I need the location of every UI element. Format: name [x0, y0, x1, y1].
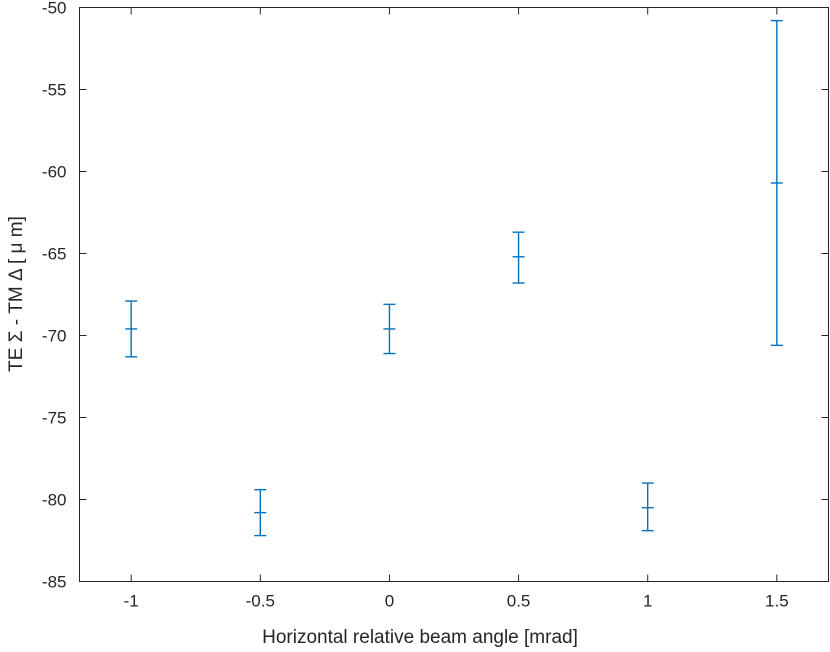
axes-box: [79, 7, 829, 582]
x-tick-label: -1: [124, 592, 139, 611]
y-axis-ticks: -85 -80 -75 -70 -65 -60 -55 -50: [42, 0, 829, 592]
errorbar-point: [125, 300, 138, 358]
errorbar-point: [512, 231, 525, 284]
y-tick-label: -80: [42, 491, 67, 510]
y-tick-label: -75: [42, 409, 67, 428]
x-tick-label: 1: [643, 592, 652, 611]
y-axis-label: TE Σ - TM Δ [ μ m]: [6, 216, 27, 372]
errorbar-point: [770, 19, 783, 347]
plot-area: [79, 7, 829, 582]
y-tick-label: -70: [42, 327, 67, 346]
series-errorbars: [125, 19, 783, 537]
errorbar-point: [383, 303, 396, 355]
x-axis-label: Horizontal relative beam angle [mrad]: [262, 627, 578, 648]
x-tick-label: 0.5: [507, 592, 531, 611]
errorbar-point: [254, 488, 267, 537]
x-tick-label: -0.5: [246, 592, 275, 611]
y-tick-label: -85: [42, 573, 67, 592]
y-tick-label: -60: [42, 163, 67, 182]
x-tick-label: 0: [385, 592, 394, 611]
y-tick-label: -50: [42, 0, 67, 18]
y-tick-label: -65: [42, 245, 67, 264]
y-tick-label: -55: [42, 81, 67, 100]
errorbar-point: [641, 482, 654, 532]
x-tick-label: 1.5: [765, 592, 789, 611]
x-axis-ticks: -1 -0.5 0 0.5 1 1.5: [124, 7, 789, 611]
